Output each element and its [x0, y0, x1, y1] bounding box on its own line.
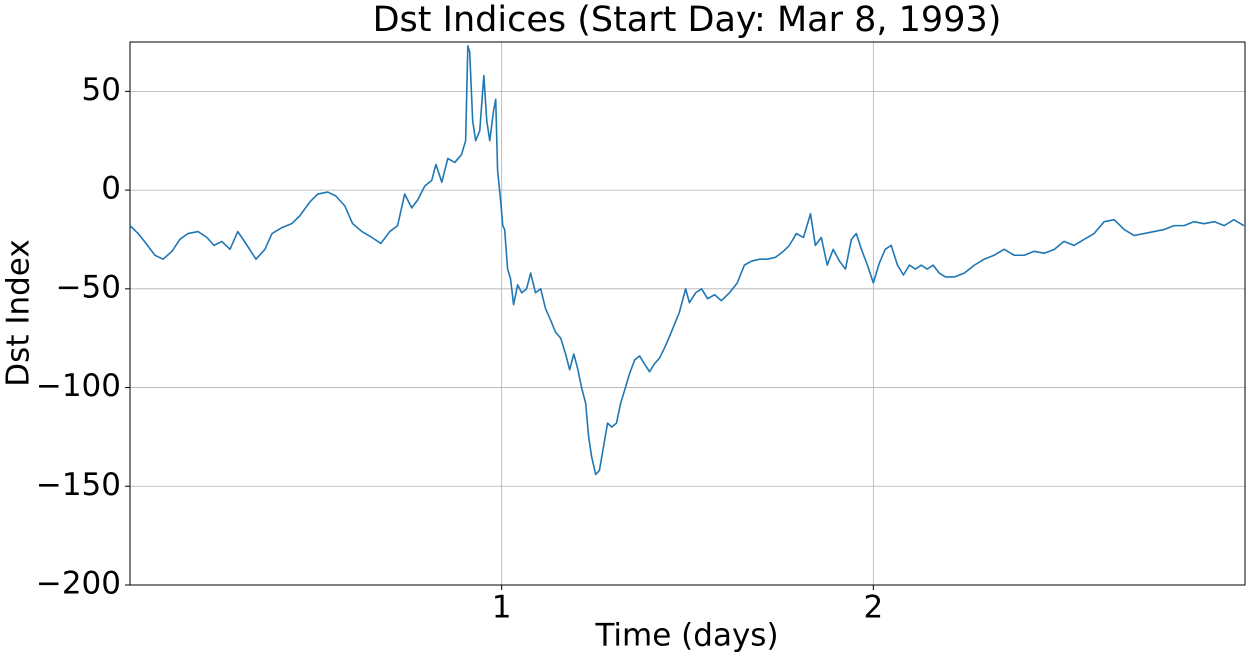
y-tick-label: 0: [101, 171, 121, 207]
y-tick-label: 50: [82, 72, 121, 108]
x-tick-label: 2: [863, 590, 883, 626]
y-tick-label: −100: [36, 368, 121, 404]
y-tick-label: −50: [56, 269, 121, 305]
y-tick-label: −150: [36, 467, 121, 503]
x-axis-label: Time (days): [594, 618, 778, 654]
y-axis-label: Dst Index: [1, 239, 37, 386]
chart-title: Dst Indices (Start Day: Mar 8, 1993): [373, 0, 1002, 40]
data-line: [129, 45, 1245, 476]
x-tick-label: 1: [492, 590, 512, 626]
plot-frame: [129, 41, 1246, 586]
y-tick-label: −200: [36, 566, 121, 602]
